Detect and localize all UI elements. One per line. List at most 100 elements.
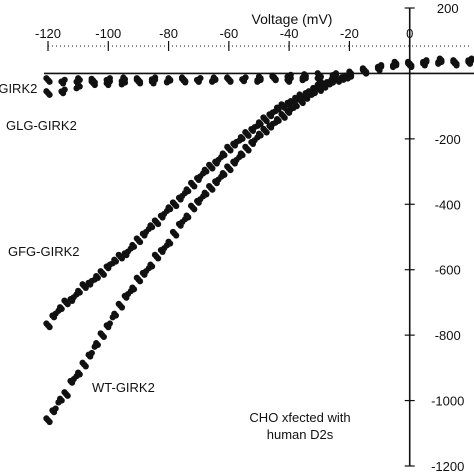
data-point xyxy=(245,132,252,139)
data-point xyxy=(112,258,120,265)
data-point xyxy=(155,255,162,262)
data-point xyxy=(299,99,306,107)
data-point xyxy=(167,240,174,247)
data-point xyxy=(263,117,270,125)
data-point xyxy=(302,72,309,80)
annotation-line-1: CHO xfected with xyxy=(249,410,350,425)
x-axis-ticks: -120 -100 -80 -60 -40 -20 0 xyxy=(35,26,470,51)
data-point xyxy=(100,271,107,278)
y-tick-label: -200 xyxy=(435,132,461,147)
axes: -120 -100 -80 -60 -40 -20 0 200-200-400-600-80… xyxy=(35,1,474,474)
data-point xyxy=(91,81,98,89)
data-point xyxy=(272,76,279,83)
data-point xyxy=(52,405,59,412)
data-point xyxy=(239,135,246,142)
data-point xyxy=(46,78,53,85)
data-point xyxy=(221,152,228,159)
data-point xyxy=(209,186,216,193)
data-point xyxy=(112,312,120,319)
data-point xyxy=(423,57,430,64)
data-point xyxy=(242,74,249,81)
data-point xyxy=(58,305,65,313)
data-point xyxy=(100,333,107,341)
data-point xyxy=(136,278,144,285)
x-tick-label: -100 xyxy=(95,26,121,41)
data-point xyxy=(239,152,246,159)
data-point xyxy=(94,274,101,281)
data-points-layer xyxy=(43,55,474,426)
data-point xyxy=(61,76,68,83)
data-point xyxy=(227,147,234,154)
data-point xyxy=(257,121,264,128)
data-point xyxy=(311,89,318,97)
data-point xyxy=(46,418,53,426)
data-point xyxy=(136,80,144,87)
data-point xyxy=(263,129,270,136)
data-point xyxy=(155,220,162,228)
data-point xyxy=(148,224,156,231)
series-3-points xyxy=(43,71,355,331)
data-point xyxy=(245,147,252,154)
data-point xyxy=(152,76,159,83)
data-point xyxy=(227,78,234,85)
x-tick-label: 0 xyxy=(406,26,413,41)
x-tick-label: -40 xyxy=(280,26,299,41)
x-tick-label: -20 xyxy=(340,26,359,41)
data-point xyxy=(209,165,216,172)
x-tick-label: -60 xyxy=(219,26,238,41)
data-point xyxy=(136,238,144,246)
data-point xyxy=(64,301,71,308)
series-label-cropped-girk2: -GIRK2 xyxy=(0,81,37,96)
data-point xyxy=(257,132,264,139)
data-point xyxy=(118,304,126,311)
data-point xyxy=(148,263,156,270)
data-point xyxy=(76,76,83,84)
data-point xyxy=(317,73,324,80)
data-point xyxy=(106,320,113,327)
series-label-gfg-girk2: GFG-GIRK2 xyxy=(8,244,80,259)
data-point xyxy=(82,363,89,370)
data-point xyxy=(130,286,138,293)
data-point xyxy=(88,349,95,357)
data-point xyxy=(61,86,68,93)
data-point xyxy=(106,78,113,85)
y-tick-label: -800 xyxy=(435,328,461,343)
data-point xyxy=(393,60,400,67)
y-axis-ticks: 200 -200 -400 -600 -800 -1000 -1200 xyxy=(404,1,464,474)
data-point xyxy=(76,371,83,378)
y-tick-label: -1200 xyxy=(431,459,464,474)
data-point xyxy=(118,255,126,262)
data-point xyxy=(76,289,83,296)
x-tick-label: -120 xyxy=(35,26,61,41)
data-point xyxy=(64,392,71,399)
data-point xyxy=(185,188,192,195)
y-tick-label: 200 xyxy=(437,1,459,16)
data-point xyxy=(94,341,101,349)
data-point xyxy=(167,206,174,213)
y-tick-label: -1000 xyxy=(431,394,464,409)
data-point xyxy=(438,57,445,64)
data-point xyxy=(275,117,282,124)
data-point xyxy=(203,191,210,198)
data-point xyxy=(281,114,288,121)
data-point xyxy=(182,79,189,86)
data-point xyxy=(46,324,53,331)
data-point xyxy=(121,79,129,86)
data-point xyxy=(378,61,385,69)
data-point xyxy=(173,202,180,210)
x-tick-label: -80 xyxy=(159,26,178,41)
data-point xyxy=(197,75,204,82)
data-point xyxy=(212,76,219,84)
data-point xyxy=(130,243,138,250)
annotation-line-2: human D2s xyxy=(267,427,334,442)
series-label-glg-girk2: GLG-GIRK2 xyxy=(6,118,77,133)
series-label-wt-girk2: WT-GIRK2 xyxy=(92,380,155,395)
data-point xyxy=(46,91,53,98)
data-point xyxy=(257,75,264,82)
data-point xyxy=(173,232,180,239)
data-point xyxy=(58,397,65,404)
data-point xyxy=(468,55,474,62)
data-point xyxy=(293,103,300,110)
data-point xyxy=(453,60,460,67)
